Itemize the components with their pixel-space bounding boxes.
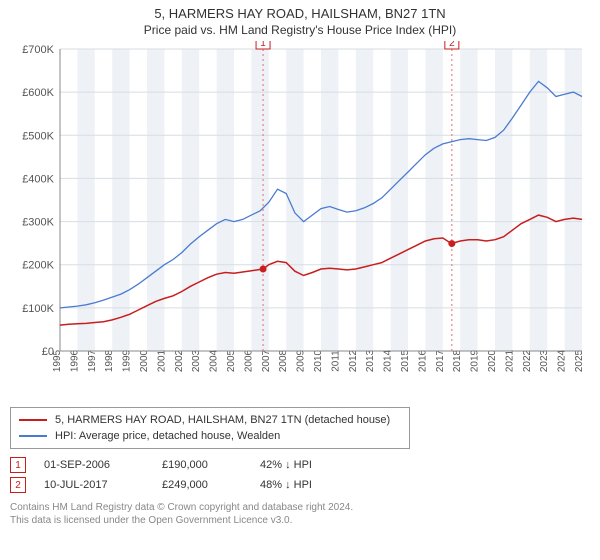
legend-label-hpi: HPI: Average price, detached house, Weal… bbox=[55, 430, 280, 442]
svg-text:2002: 2002 bbox=[174, 349, 185, 372]
sale-row-2: 2 10-JUL-2017 £249,000 48% ↓ HPI bbox=[10, 475, 590, 495]
chart-title: 5, HARMERS HAY ROAD, HAILSHAM, BN27 1TN bbox=[10, 6, 590, 21]
svg-text:2008: 2008 bbox=[278, 349, 289, 372]
legend-label-property: 5, HARMERS HAY ROAD, HAILSHAM, BN27 1TN … bbox=[55, 414, 390, 426]
footer-line-2: This data is licensed under the Open Gov… bbox=[10, 514, 590, 527]
svg-text:2009: 2009 bbox=[296, 349, 307, 372]
svg-text:2007: 2007 bbox=[261, 349, 272, 372]
svg-text:£100K: £100K bbox=[22, 303, 54, 315]
svg-text:2001: 2001 bbox=[156, 349, 167, 372]
titles: 5, HARMERS HAY ROAD, HAILSHAM, BN27 1TN … bbox=[10, 6, 590, 37]
svg-text:2024: 2024 bbox=[557, 349, 568, 372]
svg-text:2014: 2014 bbox=[383, 349, 394, 372]
svg-text:2015: 2015 bbox=[400, 349, 411, 372]
svg-text:£300K: £300K bbox=[22, 217, 54, 229]
svg-text:2016: 2016 bbox=[417, 349, 428, 372]
svg-text:£700K: £700K bbox=[22, 44, 54, 56]
svg-text:2011: 2011 bbox=[330, 350, 341, 372]
chart-area: £0£100K£200K£300K£400K£500K£600K£700K199… bbox=[10, 41, 590, 401]
sale-date-2: 10-JUL-2017 bbox=[44, 479, 144, 491]
legend-row-property: 5, HARMERS HAY ROAD, HAILSHAM, BN27 1TN … bbox=[19, 412, 401, 428]
svg-text:2017: 2017 bbox=[435, 349, 446, 372]
svg-text:2006: 2006 bbox=[243, 349, 254, 372]
svg-text:1998: 1998 bbox=[104, 349, 115, 372]
sale-date-1: 01-SEP-2006 bbox=[44, 459, 144, 471]
svg-text:£400K: £400K bbox=[22, 173, 54, 185]
sale-price-2: £249,000 bbox=[162, 479, 242, 491]
svg-text:1997: 1997 bbox=[87, 349, 98, 372]
footer-line-1: Contains HM Land Registry data © Crown c… bbox=[10, 501, 590, 514]
svg-text:1999: 1999 bbox=[122, 349, 133, 372]
sale-delta-2: 48% ↓ HPI bbox=[260, 479, 312, 491]
svg-text:2012: 2012 bbox=[348, 349, 359, 372]
svg-text:£200K: £200K bbox=[22, 260, 54, 272]
legend-swatch-property bbox=[19, 419, 47, 421]
legend-row-hpi: HPI: Average price, detached house, Weal… bbox=[19, 428, 401, 444]
chart-svg: £0£100K£200K£300K£400K£500K£600K£700K199… bbox=[10, 41, 590, 401]
svg-text:2022: 2022 bbox=[522, 349, 533, 372]
svg-text:2020: 2020 bbox=[487, 349, 498, 372]
svg-text:£600K: £600K bbox=[22, 87, 54, 99]
footer: Contains HM Land Registry data © Crown c… bbox=[10, 501, 590, 527]
svg-text:2000: 2000 bbox=[139, 349, 150, 372]
svg-text:2025: 2025 bbox=[574, 349, 585, 372]
svg-text:2003: 2003 bbox=[191, 349, 202, 372]
svg-text:2005: 2005 bbox=[226, 349, 237, 372]
svg-text:2: 2 bbox=[449, 41, 455, 49]
svg-text:2010: 2010 bbox=[313, 349, 324, 372]
sale-marker-1: 1 bbox=[10, 457, 26, 473]
svg-text:2021: 2021 bbox=[504, 349, 515, 372]
sale-row-1: 1 01-SEP-2006 £190,000 42% ↓ HPI bbox=[10, 455, 590, 475]
sales-table: 1 01-SEP-2006 £190,000 42% ↓ HPI 2 10-JU… bbox=[10, 455, 590, 495]
sale-price-1: £190,000 bbox=[162, 459, 242, 471]
svg-text:£500K: £500K bbox=[22, 130, 54, 142]
legend: 5, HARMERS HAY ROAD, HAILSHAM, BN27 1TN … bbox=[10, 407, 410, 449]
legend-swatch-hpi bbox=[19, 435, 47, 437]
chart-container: 5, HARMERS HAY ROAD, HAILSHAM, BN27 1TN … bbox=[0, 0, 600, 560]
svg-text:2004: 2004 bbox=[209, 349, 220, 372]
svg-text:2018: 2018 bbox=[452, 349, 463, 372]
sale-marker-2: 2 bbox=[10, 477, 26, 493]
svg-text:1: 1 bbox=[260, 41, 266, 49]
svg-text:1995: 1995 bbox=[52, 349, 63, 372]
svg-text:1996: 1996 bbox=[69, 349, 80, 372]
svg-text:2013: 2013 bbox=[365, 349, 376, 372]
chart-subtitle: Price paid vs. HM Land Registry's House … bbox=[10, 23, 590, 37]
sale-delta-1: 42% ↓ HPI bbox=[260, 459, 312, 471]
svg-text:2023: 2023 bbox=[539, 349, 550, 372]
svg-text:2019: 2019 bbox=[470, 349, 481, 372]
